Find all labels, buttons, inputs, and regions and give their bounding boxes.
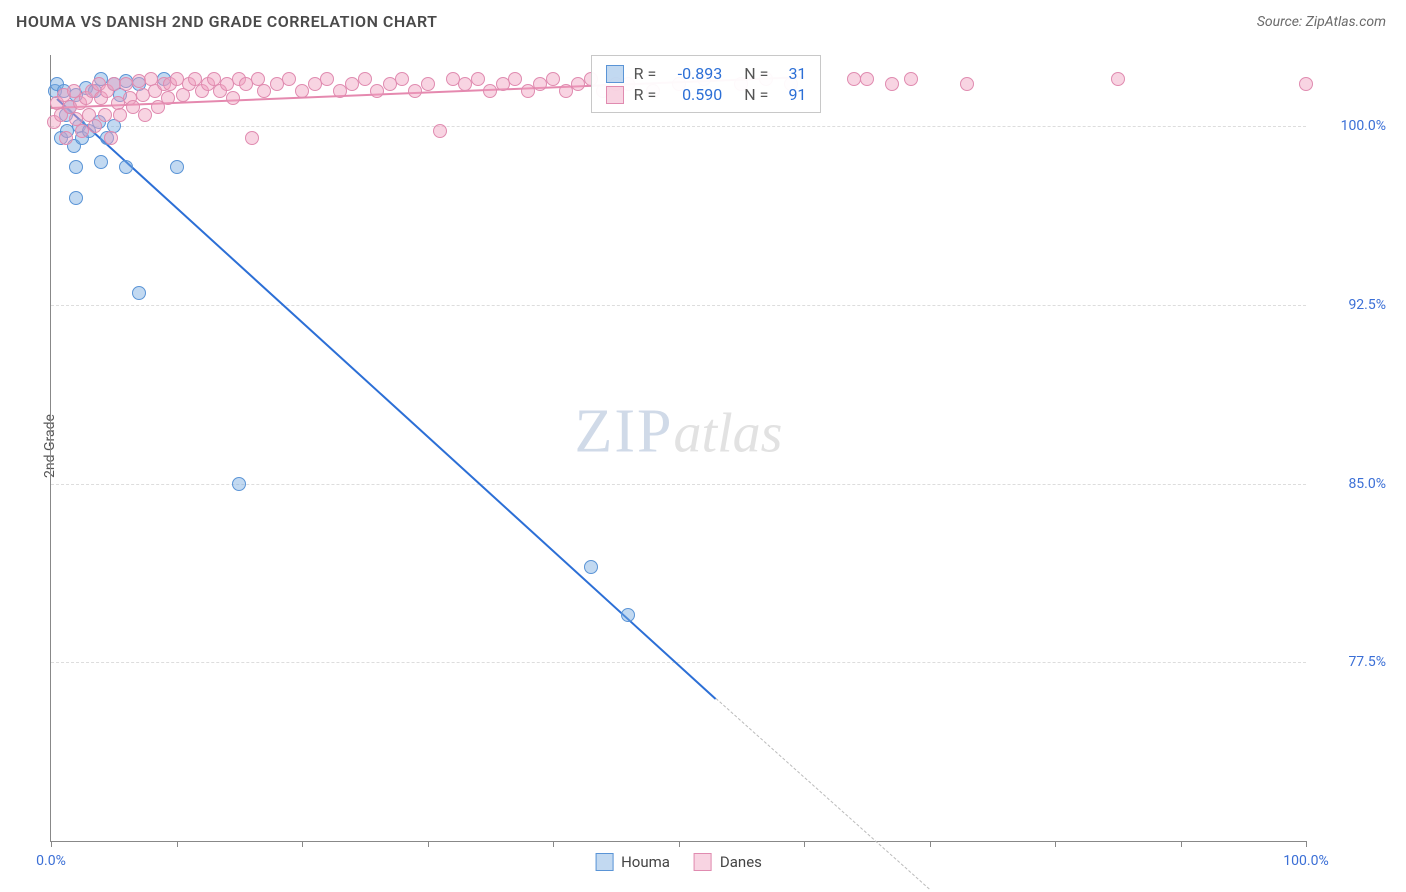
data-point bbox=[69, 160, 83, 174]
stats-row: R =0.590N =91 bbox=[606, 85, 807, 104]
chart-title: HOUMA VS DANISH 2ND GRADE CORRELATION CH… bbox=[16, 12, 437, 31]
chart-plot-area: ZIPatlas 77.5%85.0%92.5%100.0%0.0%100.0%… bbox=[50, 55, 1306, 842]
data-point bbox=[408, 84, 422, 98]
data-point bbox=[170, 160, 184, 174]
legend-swatch bbox=[694, 853, 712, 871]
x-tick bbox=[177, 841, 178, 847]
data-point bbox=[88, 119, 102, 133]
x-tick bbox=[804, 841, 805, 847]
data-point bbox=[433, 124, 447, 138]
data-point bbox=[521, 84, 535, 98]
data-point bbox=[59, 131, 73, 145]
data-point bbox=[584, 560, 598, 574]
legend: Houma Danes bbox=[595, 853, 762, 871]
data-point bbox=[245, 131, 259, 145]
stats-row: R =-0.893N =31 bbox=[606, 64, 807, 83]
x-tick bbox=[1181, 841, 1182, 847]
y-tick-label: 85.0% bbox=[1316, 476, 1386, 492]
data-point bbox=[132, 286, 146, 300]
x-tick bbox=[302, 841, 303, 847]
data-point bbox=[621, 608, 635, 622]
data-point bbox=[508, 72, 522, 86]
stats-box: R =-0.893N =31 R =0.590N =91 bbox=[591, 55, 822, 113]
data-point bbox=[176, 88, 190, 102]
series-swatch bbox=[606, 86, 624, 104]
data-point bbox=[885, 77, 899, 91]
x-tick bbox=[553, 841, 554, 847]
x-tick bbox=[428, 841, 429, 847]
data-point bbox=[257, 84, 271, 98]
data-point bbox=[94, 155, 108, 169]
data-point bbox=[232, 477, 246, 491]
watermark: ZIPatlas bbox=[575, 397, 783, 468]
series-swatch bbox=[606, 65, 624, 83]
x-tick bbox=[1306, 841, 1307, 847]
x-tick-label: 0.0% bbox=[36, 853, 66, 869]
data-point bbox=[138, 108, 152, 122]
data-point bbox=[370, 84, 384, 98]
legend-item: Danes bbox=[694, 853, 762, 871]
gridline bbox=[51, 305, 1306, 306]
data-point bbox=[104, 131, 118, 145]
data-point bbox=[98, 108, 112, 122]
data-point bbox=[113, 108, 127, 122]
data-point bbox=[421, 77, 435, 91]
y-tick-label: 100.0% bbox=[1316, 118, 1386, 134]
data-point bbox=[904, 72, 918, 86]
x-tick bbox=[1055, 841, 1056, 847]
data-point bbox=[1299, 77, 1313, 91]
data-point bbox=[960, 77, 974, 91]
data-point bbox=[1111, 72, 1125, 86]
x-tick bbox=[930, 841, 931, 847]
source-label: Source: ZipAtlas.com bbox=[1257, 14, 1386, 30]
data-point bbox=[395, 72, 409, 86]
header: HOUMA VS DANISH 2ND GRADE CORRELATION CH… bbox=[0, 0, 1406, 39]
trend-line bbox=[57, 98, 717, 700]
legend-label: Danes bbox=[720, 853, 762, 871]
data-point bbox=[282, 72, 296, 86]
data-point bbox=[559, 84, 573, 98]
legend-swatch bbox=[595, 853, 613, 871]
data-point bbox=[295, 84, 309, 98]
data-point bbox=[860, 72, 874, 86]
data-point bbox=[119, 160, 133, 174]
y-tick-label: 92.5% bbox=[1316, 297, 1386, 313]
x-tick bbox=[51, 841, 52, 847]
data-point bbox=[320, 72, 334, 86]
gridline bbox=[51, 126, 1306, 127]
data-point bbox=[471, 72, 485, 86]
x-tick bbox=[679, 841, 680, 847]
data-point bbox=[69, 191, 83, 205]
data-point bbox=[333, 84, 347, 98]
data-point bbox=[546, 72, 560, 86]
legend-label: Houma bbox=[621, 853, 670, 871]
legend-item: Houma bbox=[595, 853, 670, 871]
data-point bbox=[226, 91, 240, 105]
y-tick-label: 77.5% bbox=[1316, 654, 1386, 670]
data-point bbox=[161, 91, 175, 105]
data-point bbox=[483, 84, 497, 98]
data-point bbox=[358, 72, 372, 86]
x-tick-label: 100.0% bbox=[1283, 853, 1328, 869]
